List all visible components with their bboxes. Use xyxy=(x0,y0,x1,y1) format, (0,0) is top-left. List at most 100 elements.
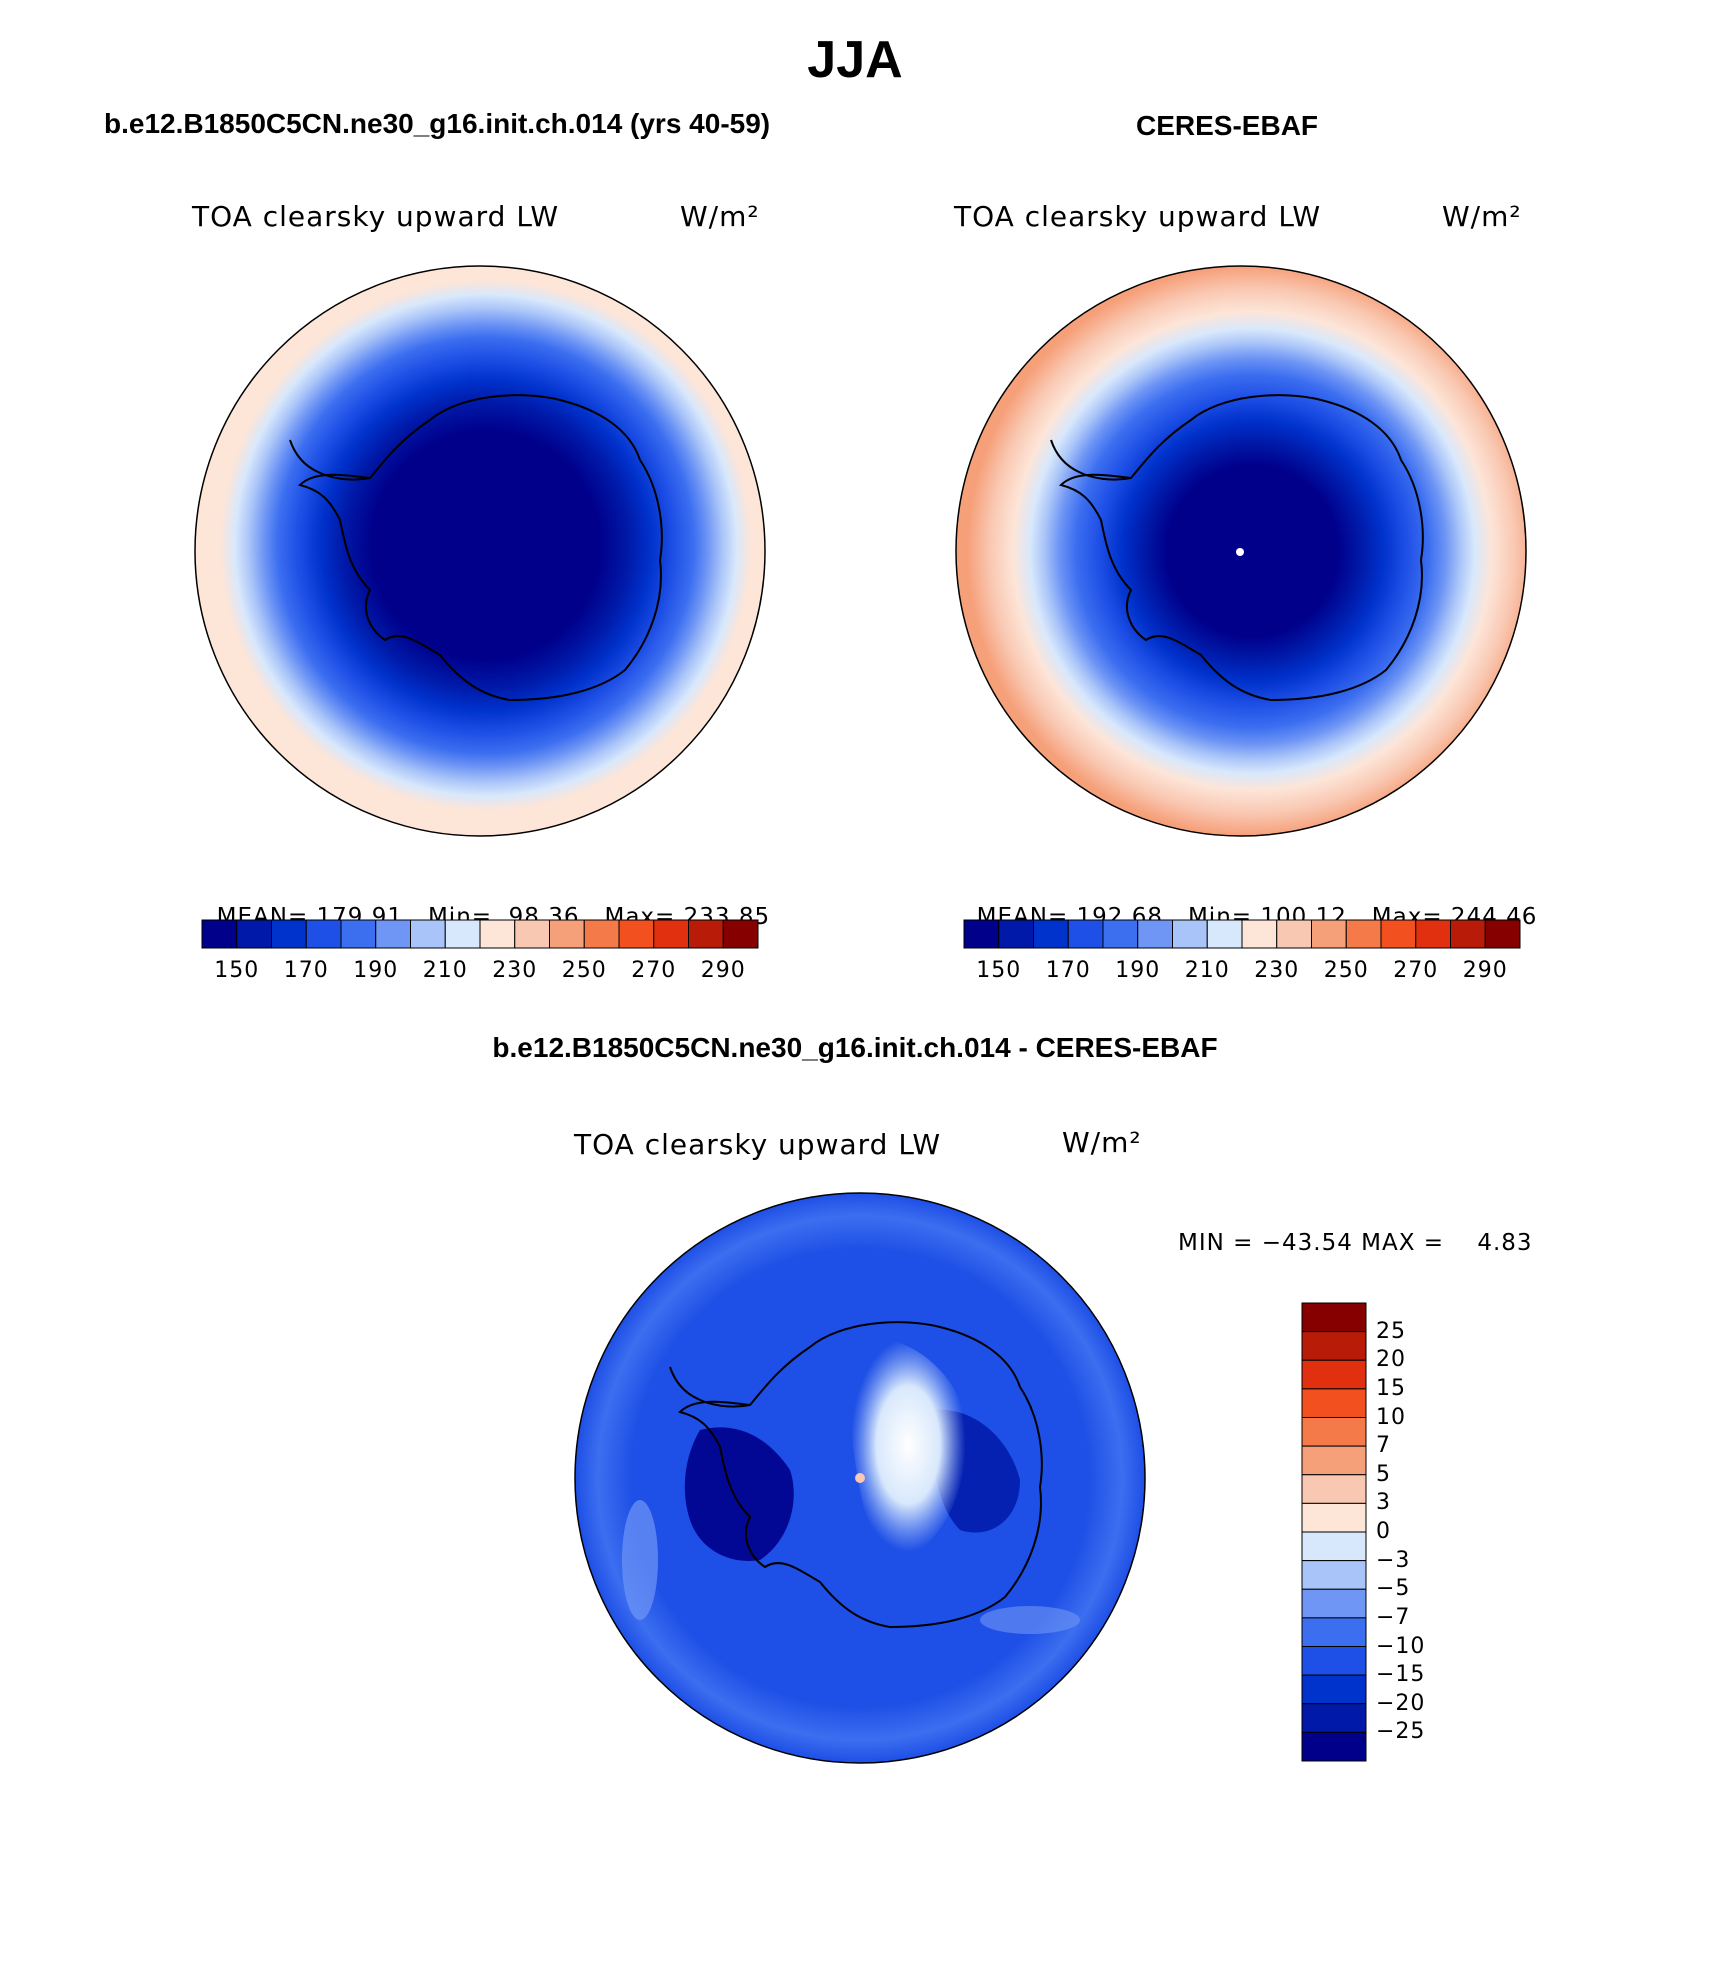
obs-map xyxy=(955,265,1527,837)
main-title: JJA xyxy=(807,31,903,89)
obs-colorbar-swatch xyxy=(1241,919,1278,949)
model-panel-title: b.e12.B1850C5CN.ne30_g16.init.ch.014 (yr… xyxy=(104,108,771,139)
obs-colorbar-swatch xyxy=(1137,919,1173,949)
obs-colorbar-tick-label: 250 xyxy=(1323,958,1369,983)
obs-pole-marker xyxy=(1236,548,1244,556)
model-variable-label: TOA clearsky upward LW xyxy=(192,200,560,233)
diff-colorbar-tick-label: −5 xyxy=(1376,1576,1411,1602)
obs-colorbar-tick-label: 270 xyxy=(1393,958,1439,983)
model-colorbar-swatch xyxy=(514,919,550,949)
obs-peninsula-outline xyxy=(1050,439,1132,481)
obs-colorbar-tick-label: 210 xyxy=(1184,958,1230,983)
diff-peninsula-outline xyxy=(669,1366,751,1408)
diff-colorbar-swatch xyxy=(1301,1588,1367,1619)
diff-colorbar-swatch xyxy=(1301,1731,1367,1762)
obs-colorbar-swatch xyxy=(1067,919,1104,949)
model-map xyxy=(194,265,766,837)
model-colorbar-swatch xyxy=(444,919,481,949)
obs-antarctica-outline xyxy=(1059,394,1424,702)
diff-colorbar-swatch xyxy=(1301,1646,1367,1676)
diff-units-label: W/m² xyxy=(1062,1126,1142,1159)
diff-colorbar-swatch xyxy=(1301,1502,1367,1533)
diff-colorbar xyxy=(1301,1302,1367,1762)
obs-colorbar-swatch xyxy=(1484,919,1521,949)
model-colorbar-swatch xyxy=(410,919,446,949)
diff-variable-label: TOA clearsky upward LW xyxy=(574,1128,942,1161)
model-colorbar-swatch xyxy=(479,919,516,949)
diff-colorbar-tick-label: 0 xyxy=(1376,1519,1391,1544)
obs-colorbar-swatch xyxy=(1102,919,1139,949)
diff-colorbar-tick-label: 3 xyxy=(1376,1490,1391,1516)
diff-colorbar-tick-label: 5 xyxy=(1376,1461,1391,1487)
model-antarctica-outline xyxy=(298,394,663,702)
model-colorbar-tick-label: 150 xyxy=(214,958,260,983)
diff-colorbar-tick-label: 10 xyxy=(1376,1404,1406,1430)
obs-colorbar-tick-label: 230 xyxy=(1254,958,1300,983)
obs-colorbar-swatch xyxy=(1415,919,1451,949)
diff-colorbar-swatch xyxy=(1301,1674,1367,1705)
model-colorbar-swatch xyxy=(583,919,620,949)
model-colorbar-tick-label: 190 xyxy=(353,958,399,983)
model-colorbar-tick-label: 230 xyxy=(492,958,538,983)
obs-colorbar-tick-label: 290 xyxy=(1462,958,1508,983)
model-colorbar-swatch xyxy=(340,919,377,949)
model-colorbar-swatch xyxy=(618,919,655,949)
model-colorbar-tick-label: 290 xyxy=(700,958,746,983)
obs-colorbar-swatch xyxy=(1380,919,1417,949)
diff-colorbar-swatch xyxy=(1301,1302,1367,1333)
model-colorbar-tick-label: 170 xyxy=(283,958,329,983)
model-colorbar-swatch xyxy=(201,919,238,949)
obs-colorbar-swatch xyxy=(963,919,1000,949)
model-units-label: W/m² xyxy=(680,200,760,233)
diff-antarctica-outline xyxy=(678,1321,1043,1629)
obs-panel-title: CERES-EBAF xyxy=(1136,110,1319,141)
model-colorbar-tick-label: 270 xyxy=(631,958,677,983)
diff-colorbar-swatch xyxy=(1301,1331,1367,1361)
obs-colorbar-swatch xyxy=(1311,919,1347,949)
obs-colorbar-swatch xyxy=(998,919,1034,949)
diff-colorbar-tick-label: −20 xyxy=(1376,1690,1426,1716)
diff-colorbar-tick-label: −3 xyxy=(1376,1547,1411,1573)
obs-colorbar xyxy=(963,919,1521,949)
diff-panel-title: b.e12.B1850C5CN.ne30_g16.init.ch.014 - C… xyxy=(492,1032,1218,1063)
diff-colorbar-swatch xyxy=(1301,1703,1367,1733)
model-peninsula-outline xyxy=(289,439,371,481)
model-colorbar-tick-label: 210 xyxy=(422,958,468,983)
obs-colorbar-swatch xyxy=(1033,919,1069,949)
obs-colorbar-swatch xyxy=(1172,919,1208,949)
obs-colorbar-swatch xyxy=(1206,919,1243,949)
model-colorbar xyxy=(201,919,759,949)
obs-colorbar-tick-label: 150 xyxy=(976,958,1022,983)
diff-colorbar-tick-label: 25 xyxy=(1376,1318,1406,1344)
model-colorbar-swatch xyxy=(722,919,759,949)
diff-map xyxy=(574,1192,1146,1764)
diff-colorbar-tick-label: −15 xyxy=(1376,1662,1426,1688)
diff-colorbar-swatch xyxy=(1301,1445,1367,1476)
obs-units-label: W/m² xyxy=(1442,200,1522,233)
model-colorbar-tick-label: 250 xyxy=(561,958,607,983)
diff-colorbar-swatch xyxy=(1301,1388,1367,1418)
diff-minmax: MIN = −43.54 MAX = 4.83 xyxy=(1178,1230,1533,1256)
model-colorbar-swatch xyxy=(549,919,585,949)
obs-colorbar-swatch xyxy=(1450,919,1486,949)
diff-colorbar-swatch xyxy=(1301,1560,1367,1590)
obs-colorbar-swatch xyxy=(1345,919,1382,949)
model-colorbar-swatch xyxy=(305,919,342,949)
diff-colorbar-tick-label: 7 xyxy=(1376,1433,1391,1459)
diff-colorbar-swatch xyxy=(1301,1531,1367,1562)
model-colorbar-swatch xyxy=(271,919,307,949)
model-colorbar-swatch xyxy=(653,919,689,949)
model-colorbar-swatch xyxy=(236,919,272,949)
diff-colorbar-swatch xyxy=(1301,1474,1367,1504)
diff-colorbar-swatch xyxy=(1301,1417,1367,1447)
model-colorbar-swatch xyxy=(375,919,411,949)
diff-colorbar-tick-label: 15 xyxy=(1376,1375,1406,1401)
diff-colorbar-tick-label: −25 xyxy=(1376,1719,1426,1745)
diff-colorbar-tick-label: 20 xyxy=(1376,1347,1406,1373)
diff-pole-marker xyxy=(855,1473,865,1483)
model-colorbar-swatch xyxy=(688,919,724,949)
obs-colorbar-tick-label: 190 xyxy=(1115,958,1161,983)
diff-colorbar-swatch xyxy=(1301,1617,1367,1647)
obs-colorbar-tick-label: 170 xyxy=(1045,958,1091,983)
